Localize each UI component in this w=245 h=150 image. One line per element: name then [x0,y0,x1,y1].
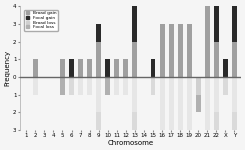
Bar [232,42,237,77]
Bar [214,42,219,77]
Bar [214,77,219,112]
Bar [187,24,192,77]
Bar [132,112,137,150]
Bar [132,77,137,112]
Bar [169,24,174,77]
Bar [33,77,38,95]
Bar [96,24,101,42]
Bar [123,59,128,77]
Bar [105,59,110,77]
Bar [232,112,237,148]
Bar [60,77,65,95]
Bar [87,77,92,95]
Bar [132,0,137,42]
Bar [196,95,201,112]
Bar [87,59,92,77]
Bar [214,112,219,148]
Bar [105,77,110,95]
Bar [178,77,183,130]
Bar [159,24,165,77]
Bar [96,42,101,77]
Bar [69,77,74,95]
Bar [223,77,228,95]
Bar [150,59,156,77]
Legend: Broad gain, Focal gain, Broad loss, Focal loss: Broad gain, Focal gain, Broad loss, Foca… [24,10,58,31]
Bar [60,59,65,77]
Bar [205,6,210,77]
Bar [232,6,237,42]
Bar [159,77,165,130]
Bar [114,59,119,77]
Bar [78,59,83,77]
Bar [96,77,101,112]
Bar [33,59,38,77]
Bar [169,77,174,130]
Bar [223,59,228,77]
Bar [69,59,74,77]
Y-axis label: Frequency: Frequency [4,50,10,86]
Bar [60,77,65,95]
X-axis label: Chromosome: Chromosome [107,140,153,146]
Bar [196,77,201,95]
Bar [105,77,110,95]
Bar [178,24,183,77]
Bar [232,77,237,112]
Bar [205,77,210,148]
Bar [114,77,119,95]
Bar [78,77,83,95]
Bar [150,77,156,95]
Bar [187,77,192,130]
Bar [123,77,128,95]
Bar [132,42,137,77]
Bar [214,6,219,42]
Bar [96,112,101,130]
